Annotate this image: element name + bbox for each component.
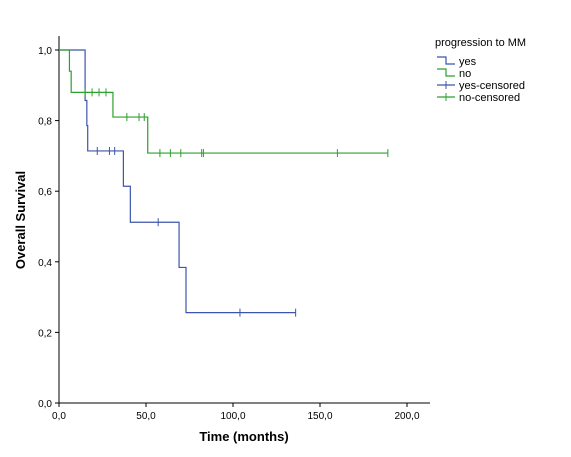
y-tick-label: 0,6	[38, 187, 52, 198]
legend: progression to MM yesnoyes-censoredno-ce…	[435, 37, 526, 104]
x-tick-label: 200,0	[394, 411, 419, 422]
y-tick-label: 1,0	[38, 46, 52, 57]
y-tick-label: 0,8	[38, 117, 52, 128]
legend-label: yes	[459, 56, 477, 68]
legend-label: no	[459, 68, 471, 80]
legend-title: progression to MM	[435, 37, 526, 49]
y-axis-ticks: 0,0 0,2 0,4 0,6 0,8 1,0	[38, 46, 59, 410]
x-axis-title: Time (months)	[199, 429, 288, 444]
series-line-no	[59, 49, 388, 154]
series-line-yes	[59, 49, 296, 314]
series-layer	[59, 49, 389, 317]
x-tick-label: 50,0	[136, 411, 156, 422]
legend-swatch-step	[437, 68, 455, 77]
y-axis-title: Overall Survival	[13, 171, 28, 269]
x-axis-ticks: 0,0 50,0 100,0 150,0 200,0	[52, 403, 420, 422]
x-tick-label: 100,0	[220, 411, 245, 422]
legend-label: no-censored	[459, 92, 520, 104]
y-tick-label: 0,4	[38, 258, 52, 269]
legend-swatch-step	[437, 56, 455, 65]
x-tick-label: 150,0	[307, 411, 332, 422]
y-tick-label: 0,2	[38, 328, 52, 339]
legend-label: yes-censored	[459, 80, 525, 92]
x-tick-label: 0,0	[52, 411, 66, 422]
y-tick-label: 0,0	[38, 399, 52, 410]
